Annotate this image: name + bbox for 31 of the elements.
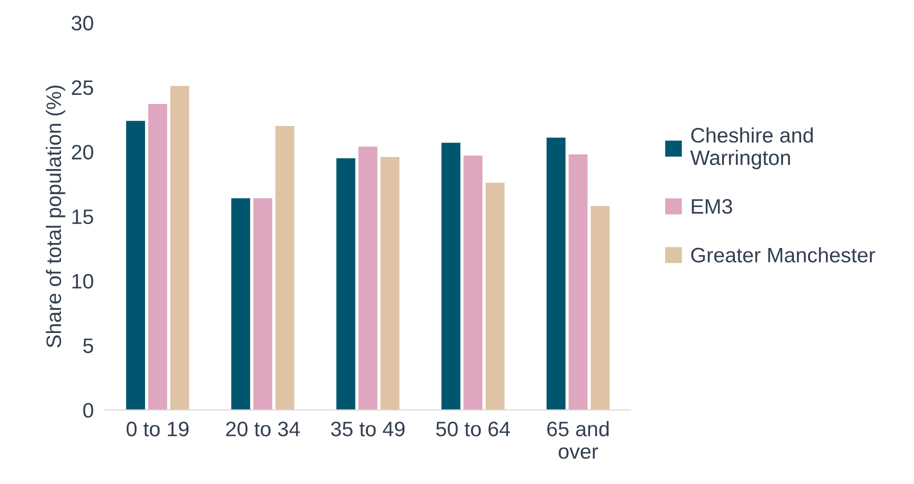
bar [170, 86, 190, 410]
bar [568, 154, 588, 410]
y-axis-title: Share of total population (%) [46, 86, 66, 348]
bar [253, 198, 272, 410]
y-tick-label: 20 [72, 144, 94, 160]
bar [275, 126, 294, 410]
x-tick-label: 0 to 19 [126, 422, 189, 436]
x-tick-label: 20 to 34 [226, 422, 300, 436]
x-tick-label: 50 to 64 [436, 422, 510, 436]
bar [486, 182, 505, 410]
y-tick-label: 25 [72, 80, 94, 96]
bar [590, 206, 610, 410]
y-tick-label: 5 [83, 338, 94, 354]
bar [380, 156, 400, 410]
y-tick-label: 30 [72, 16, 94, 30]
bar [464, 156, 482, 410]
x-tick-label: 65 and over [547, 421, 609, 459]
x-tick-label: 35 to 49 [331, 422, 405, 436]
legend-label: EM3 [692, 199, 732, 214]
bar [126, 120, 146, 410]
legend-label: Cheshire and Warrington [690, 127, 813, 170]
bar [336, 158, 356, 410]
bar [441, 142, 460, 410]
bar [546, 138, 566, 410]
bar [148, 104, 168, 410]
legend-label: Greater Manchester [691, 247, 876, 262]
bar [231, 198, 250, 410]
y-tick-label: 10 [72, 274, 94, 289]
y-tick-label: 15 [72, 210, 94, 224]
bar [358, 146, 378, 410]
y-tick-label: 0 [83, 402, 94, 418]
